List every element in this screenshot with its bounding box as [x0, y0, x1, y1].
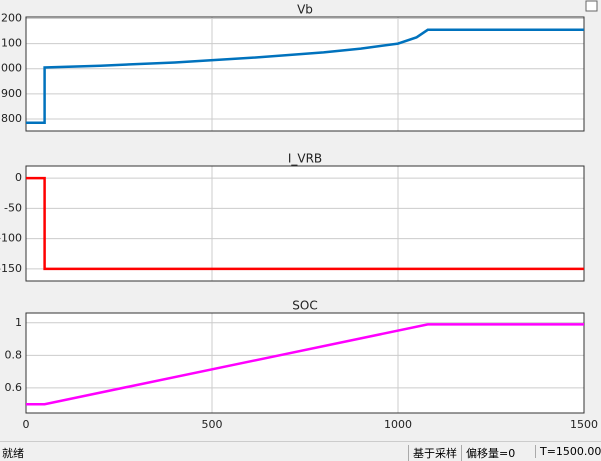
plot-area	[25, 16, 585, 132]
status-mode: 基于采样	[408, 445, 457, 461]
scope: Vb 800 900 1000 1100 1200 I_VRB -150 -100 -50 0 SOC…	[0, 0, 598, 431]
chart-title: Vb	[297, 3, 313, 17]
chart-title: SOC	[292, 299, 317, 313]
y-tick-label: -100	[0, 232, 22, 245]
x-tick-label: 500	[202, 418, 223, 431]
y-tick-label: 1200	[0, 12, 22, 25]
status-offset: 偏移量=0	[461, 445, 515, 461]
series-line	[26, 176, 584, 271]
status-time: T=1500.000	[535, 445, 601, 458]
series-line	[26, 323, 584, 406]
y-tick-label: 1000	[0, 62, 22, 75]
x-tick-label: 1000	[384, 418, 412, 431]
y-tick-label: -150	[0, 262, 22, 275]
plot-area	[25, 165, 585, 282]
y-tick-label: 0.6	[5, 381, 23, 394]
x-tick-label: 1500	[570, 418, 598, 431]
y-tick-label: 800	[1, 112, 22, 125]
y-tick-label: -50	[4, 201, 22, 214]
plot-area	[25, 312, 585, 414]
plot-border	[25, 165, 585, 282]
y-tick-label: 1100	[0, 37, 22, 50]
status-state: 就绪	[2, 447, 24, 460]
y-tick-label: 0	[15, 171, 22, 184]
undock-icon[interactable]	[585, 0, 598, 12]
x-tick-label: 0	[23, 418, 30, 431]
plot-border	[25, 312, 585, 414]
series-line	[26, 28, 584, 124]
status-bar: 就绪 基于采样 偏移量=0 T=1500.000	[0, 441, 601, 461]
y-tick-label: 0.8	[5, 348, 23, 361]
y-tick-label: 1	[15, 316, 22, 329]
plot-border	[25, 16, 585, 132]
y-tick-label: 900	[1, 87, 22, 100]
chart-title: I_VRB	[288, 152, 322, 166]
